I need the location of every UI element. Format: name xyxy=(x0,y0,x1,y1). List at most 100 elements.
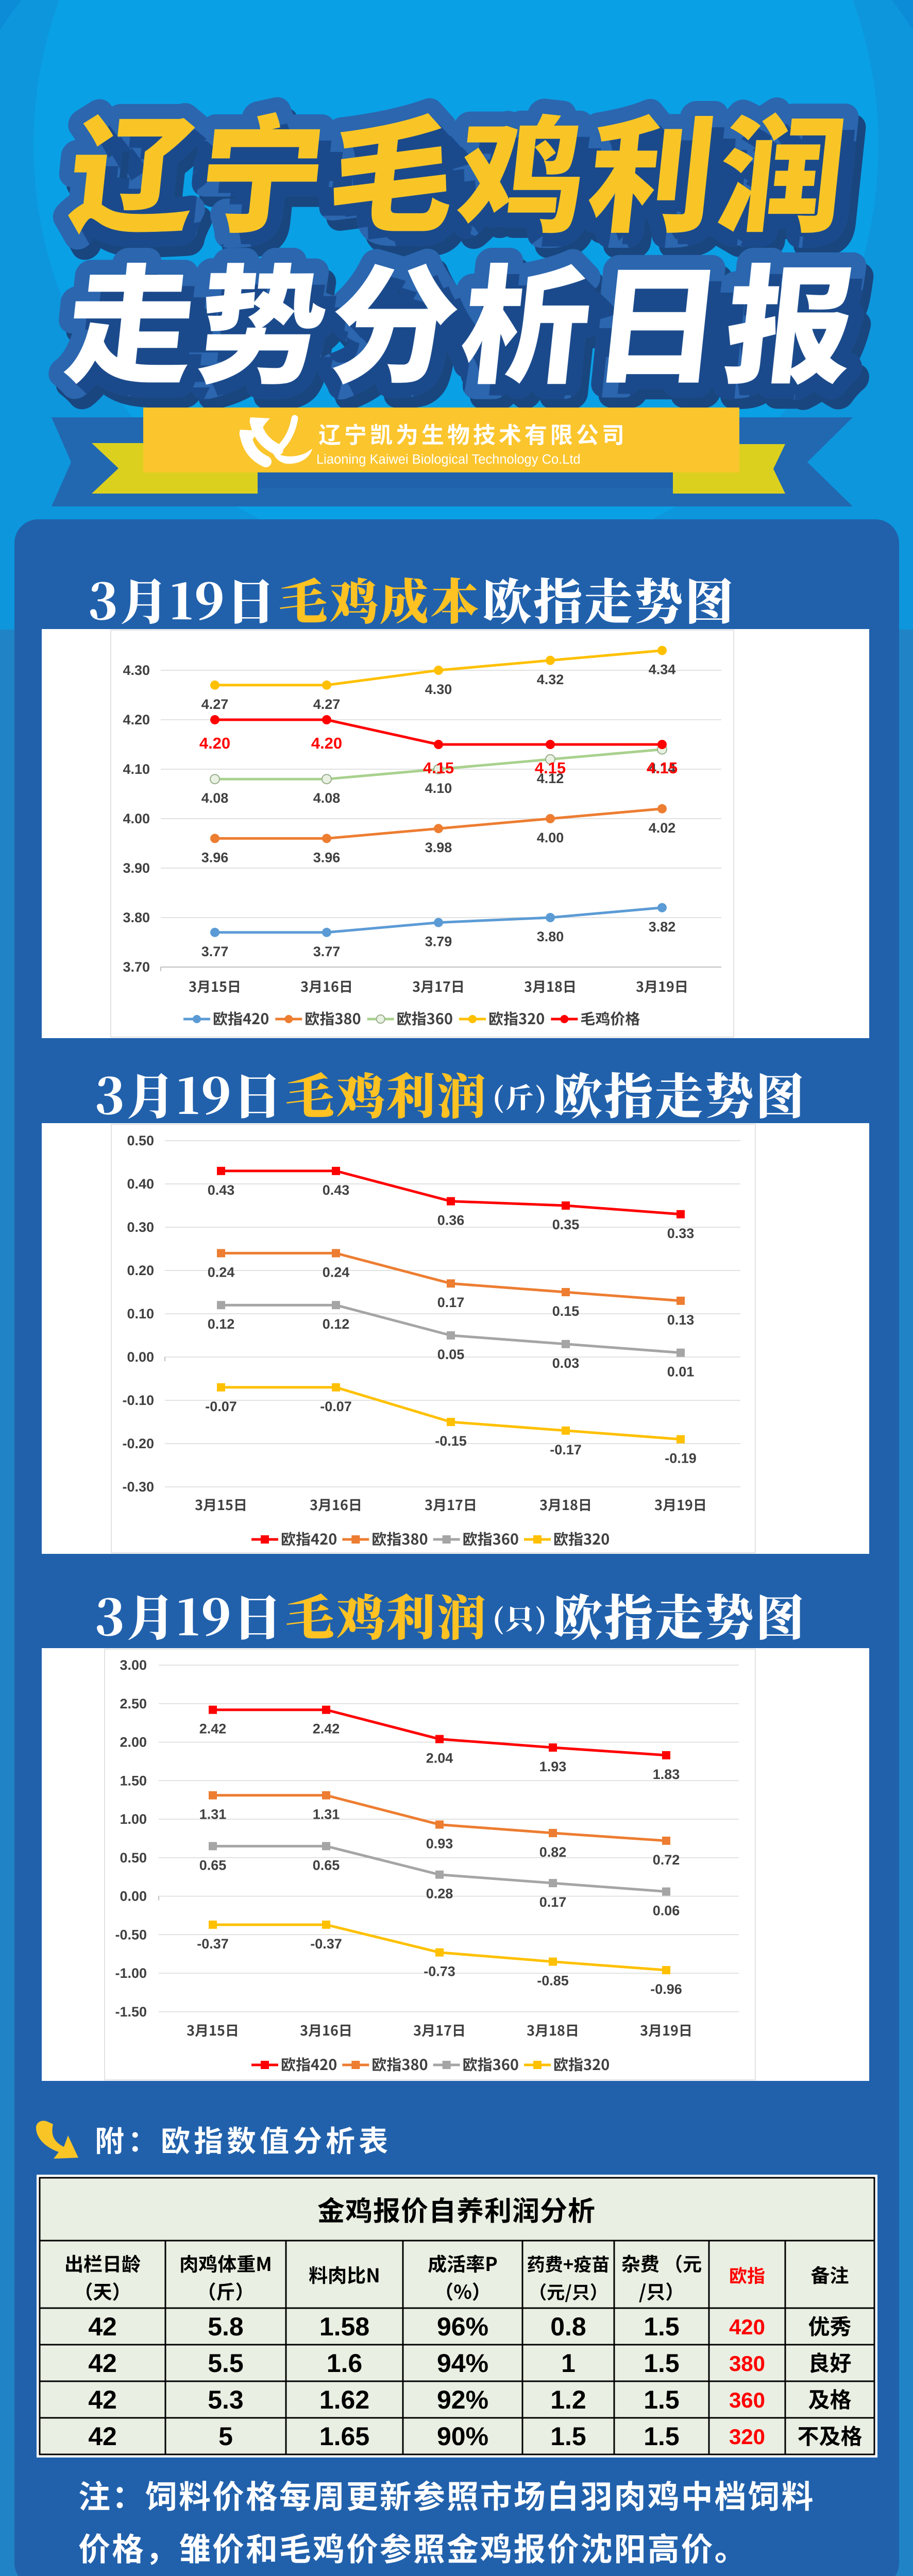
svg-text:1.50: 1.50 xyxy=(120,1773,147,1788)
svg-text:0.15: 0.15 xyxy=(552,1303,580,1319)
svg-text:4.20: 4.20 xyxy=(199,734,230,752)
svg-text:0.24: 0.24 xyxy=(208,1264,235,1280)
svg-text:1.5: 1.5 xyxy=(644,2385,680,2414)
svg-text:4.02: 4.02 xyxy=(649,820,676,836)
svg-text:3.98: 3.98 xyxy=(425,840,452,855)
svg-text:2.42: 2.42 xyxy=(199,1721,227,1737)
svg-text:-0.85: -0.85 xyxy=(537,1973,569,1989)
svg-text:1.6: 1.6 xyxy=(327,2349,363,2378)
svg-text:4.10: 4.10 xyxy=(123,761,150,777)
svg-text:-0.30: -0.30 xyxy=(122,1479,154,1495)
svg-text:5.5: 5.5 xyxy=(208,2349,244,2378)
svg-text:0.65: 0.65 xyxy=(313,1857,340,1873)
svg-text:-1.00: -1.00 xyxy=(115,1965,147,1981)
svg-text:4.30: 4.30 xyxy=(425,682,452,697)
svg-text:0.03: 0.03 xyxy=(552,1355,580,1371)
svg-text:4.32: 4.32 xyxy=(537,672,564,687)
svg-text:96%: 96% xyxy=(437,2312,488,2341)
svg-text:92%: 92% xyxy=(437,2385,488,2414)
svg-text:0.05: 0.05 xyxy=(437,1347,465,1362)
svg-text:0.65: 0.65 xyxy=(199,1857,227,1873)
svg-text:0.93: 0.93 xyxy=(426,1836,453,1851)
svg-text:90%: 90% xyxy=(437,2422,488,2451)
svg-text:0.43: 0.43 xyxy=(323,1182,350,1198)
svg-text:-0.07: -0.07 xyxy=(205,1399,237,1414)
svg-text:3.80: 3.80 xyxy=(123,910,150,925)
svg-text:0.10: 0.10 xyxy=(127,1306,154,1321)
svg-text:5: 5 xyxy=(218,2422,233,2451)
svg-text:4.12: 4.12 xyxy=(537,771,564,786)
svg-text:320: 320 xyxy=(729,2425,765,2449)
svg-text:2.50: 2.50 xyxy=(120,1696,147,1711)
svg-text:3.90: 3.90 xyxy=(123,860,150,876)
svg-text:1.00: 1.00 xyxy=(120,1811,147,1827)
svg-text:5.8: 5.8 xyxy=(208,2312,244,2341)
svg-text:4.15: 4.15 xyxy=(423,759,454,777)
svg-text:-0.73: -0.73 xyxy=(424,1964,455,1979)
svg-text:0.43: 0.43 xyxy=(208,1182,235,1198)
svg-text:1.2: 1.2 xyxy=(550,2385,586,2414)
svg-text:4.08: 4.08 xyxy=(313,790,341,806)
svg-text:1.5: 1.5 xyxy=(644,2349,680,2378)
svg-text:3.96: 3.96 xyxy=(313,850,341,865)
svg-text:0.17: 0.17 xyxy=(539,1894,567,1910)
svg-text:42: 42 xyxy=(88,2422,117,2451)
svg-text:-0.37: -0.37 xyxy=(310,1936,342,1952)
svg-text:4.15: 4.15 xyxy=(647,759,678,777)
svg-text:0.35: 0.35 xyxy=(552,1217,580,1232)
svg-text:0.00: 0.00 xyxy=(120,1889,147,1904)
svg-text:420: 420 xyxy=(729,2315,765,2339)
svg-text:4.00: 4.00 xyxy=(123,811,150,826)
svg-text:0.50: 0.50 xyxy=(120,1850,147,1866)
svg-text:1.62: 1.62 xyxy=(319,2385,369,2414)
svg-text:0.72: 0.72 xyxy=(653,1852,680,1868)
svg-text:3.80: 3.80 xyxy=(537,929,564,944)
svg-text:0.17: 0.17 xyxy=(437,1295,465,1310)
svg-text:4.27: 4.27 xyxy=(201,697,229,712)
svg-text:2.04: 2.04 xyxy=(426,1751,453,1766)
svg-text:0.12: 0.12 xyxy=(323,1316,350,1332)
svg-text:4.10: 4.10 xyxy=(425,781,452,796)
svg-text:1.5: 1.5 xyxy=(644,2312,680,2341)
svg-text:0.40: 0.40 xyxy=(127,1176,154,1192)
svg-text:0.20: 0.20 xyxy=(127,1263,154,1278)
svg-text:0.30: 0.30 xyxy=(127,1219,154,1235)
svg-text:4.15: 4.15 xyxy=(535,759,566,777)
svg-text:1.31: 1.31 xyxy=(313,1807,340,1822)
svg-text:-0.19: -0.19 xyxy=(665,1451,697,1466)
svg-text:4.14: 4.14 xyxy=(649,761,676,776)
svg-text:0.28: 0.28 xyxy=(426,1886,453,1902)
svg-text:3.79: 3.79 xyxy=(425,934,452,950)
svg-text:3.00: 3.00 xyxy=(120,1657,147,1673)
svg-text:3.77: 3.77 xyxy=(201,944,229,959)
svg-text:0.82: 0.82 xyxy=(539,1844,567,1860)
svg-text:0.24: 0.24 xyxy=(323,1264,350,1280)
svg-text:-0.37: -0.37 xyxy=(197,1936,229,1952)
svg-text:-0.50: -0.50 xyxy=(115,1927,147,1942)
svg-text:-0.20: -0.20 xyxy=(122,1436,154,1451)
svg-text:-0.17: -0.17 xyxy=(550,1442,582,1458)
svg-text:3.77: 3.77 xyxy=(313,944,341,959)
svg-text:3.70: 3.70 xyxy=(123,959,150,975)
svg-text:4.34: 4.34 xyxy=(649,662,676,677)
svg-text:4.30: 4.30 xyxy=(123,663,150,678)
svg-text:-1.50: -1.50 xyxy=(115,2004,147,2020)
svg-text:1.58: 1.58 xyxy=(319,2312,369,2341)
svg-text:4.08: 4.08 xyxy=(201,790,229,806)
svg-text:5.3: 5.3 xyxy=(208,2385,244,2414)
svg-text:1.83: 1.83 xyxy=(653,1767,680,1782)
svg-text:-0.96: -0.96 xyxy=(650,1981,682,1997)
svg-text:-0.10: -0.10 xyxy=(122,1393,154,1408)
svg-text:0.12: 0.12 xyxy=(208,1316,235,1332)
svg-text:0.50: 0.50 xyxy=(127,1133,154,1148)
svg-text:0.33: 0.33 xyxy=(667,1226,695,1241)
svg-text:0.01: 0.01 xyxy=(667,1364,695,1380)
svg-text:1: 1 xyxy=(561,2349,576,2378)
svg-text:0.06: 0.06 xyxy=(653,1903,680,1919)
svg-text:2.00: 2.00 xyxy=(120,1735,147,1750)
svg-text:4.27: 4.27 xyxy=(313,697,341,712)
svg-text:0.36: 0.36 xyxy=(437,1213,465,1228)
svg-text:360: 360 xyxy=(729,2388,765,2412)
svg-text:1.93: 1.93 xyxy=(539,1759,567,1774)
svg-text:2.42: 2.42 xyxy=(313,1721,340,1737)
